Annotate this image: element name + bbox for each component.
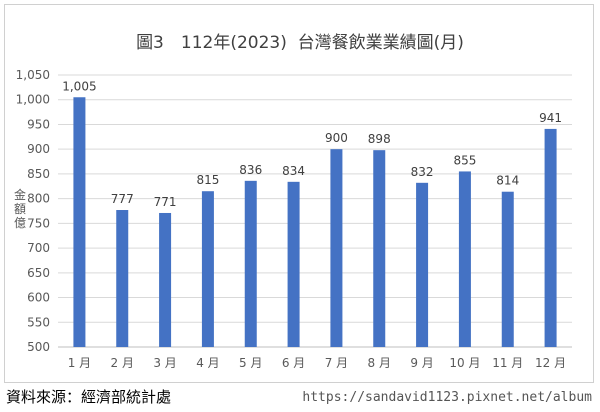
x-tick-label: 9 月	[410, 356, 433, 370]
bar	[116, 210, 129, 347]
x-tick-label: 6 月	[282, 356, 305, 370]
data-label: 900	[325, 131, 348, 145]
x-tick-label: 4 月	[196, 356, 219, 370]
data-labels: 1,005 777 771 815 836 834 900 898 832 855 814 941	[62, 79, 562, 209]
x-tick-label: 11 月	[492, 356, 523, 370]
footer: 資料來源：經濟部統計處 https://sandavid1123.pixnet.…	[6, 384, 592, 408]
x-tick-label: 2 月	[111, 356, 134, 370]
y-tick-label: 550	[27, 315, 50, 329]
y-tick-label: 900	[27, 142, 50, 156]
bar	[373, 150, 386, 347]
y-tick-label: 700	[27, 241, 50, 255]
bar	[73, 97, 86, 347]
data-label: 836	[239, 163, 262, 177]
x-tick-label: 7 月	[325, 356, 348, 370]
x-tick-label: 10 月	[449, 356, 480, 370]
gridlines	[58, 74, 572, 348]
y-tick-label: 1,000	[16, 93, 50, 107]
y-tick-label: 650	[27, 266, 50, 280]
y-tick-label: 750	[27, 216, 50, 230]
y-tick-label: 950	[27, 117, 50, 131]
x-tick-label: 8 月	[368, 356, 391, 370]
bar-chart: 500 550 600 650 700 750 800 850 900 950 1,000 1,050…	[16, 68, 572, 370]
y-tick-label: 600	[27, 291, 50, 305]
y-tick-label: 800	[27, 192, 50, 206]
data-label: 771	[154, 195, 177, 209]
x-tick-labels: 1 月 2 月 3 月 4 月 5 月 6 月 7 月 8 月 9 月 10 月 11 月 12 月	[68, 356, 566, 370]
bar	[287, 181, 300, 347]
y-tick-label: 850	[27, 167, 50, 181]
watermark-url: https://sandavid1123.pixnet.net/album	[302, 390, 592, 405]
bar	[159, 212, 172, 347]
x-tick-label: 12 月	[535, 356, 566, 370]
x-tick-label: 3 月	[153, 356, 176, 370]
bar	[501, 191, 514, 347]
y-axis-label: 金額億	[13, 188, 26, 230]
bar	[458, 171, 471, 347]
y-tick-label: 1,050	[16, 68, 50, 82]
bar	[416, 182, 429, 347]
data-label: 1,005	[62, 79, 96, 93]
bar	[201, 191, 214, 347]
bar	[244, 180, 257, 347]
x-tick-label: 1 月	[68, 356, 91, 370]
data-label: 777	[111, 192, 134, 206]
data-label: 832	[411, 165, 434, 179]
source-note: 資料來源：經濟部統計處	[6, 388, 172, 406]
bar	[330, 149, 343, 347]
bar	[544, 128, 557, 347]
data-label: 834	[282, 164, 305, 178]
bars	[73, 97, 557, 347]
data-label: 815	[196, 173, 219, 187]
x-tick-label: 5 月	[239, 356, 262, 370]
data-label: 898	[368, 132, 391, 146]
data-label: 941	[539, 111, 562, 125]
chart-title: 圖3 112年(2023) 台灣餐飲業業績圖(月)	[136, 33, 464, 53]
y-tick-label: 500	[27, 340, 50, 354]
data-label: 855	[453, 153, 476, 167]
y-tick-labels: 500 550 600 650 700 750 800 850 900 950 1,000 1,050	[16, 68, 50, 354]
data-label: 814	[496, 174, 519, 188]
